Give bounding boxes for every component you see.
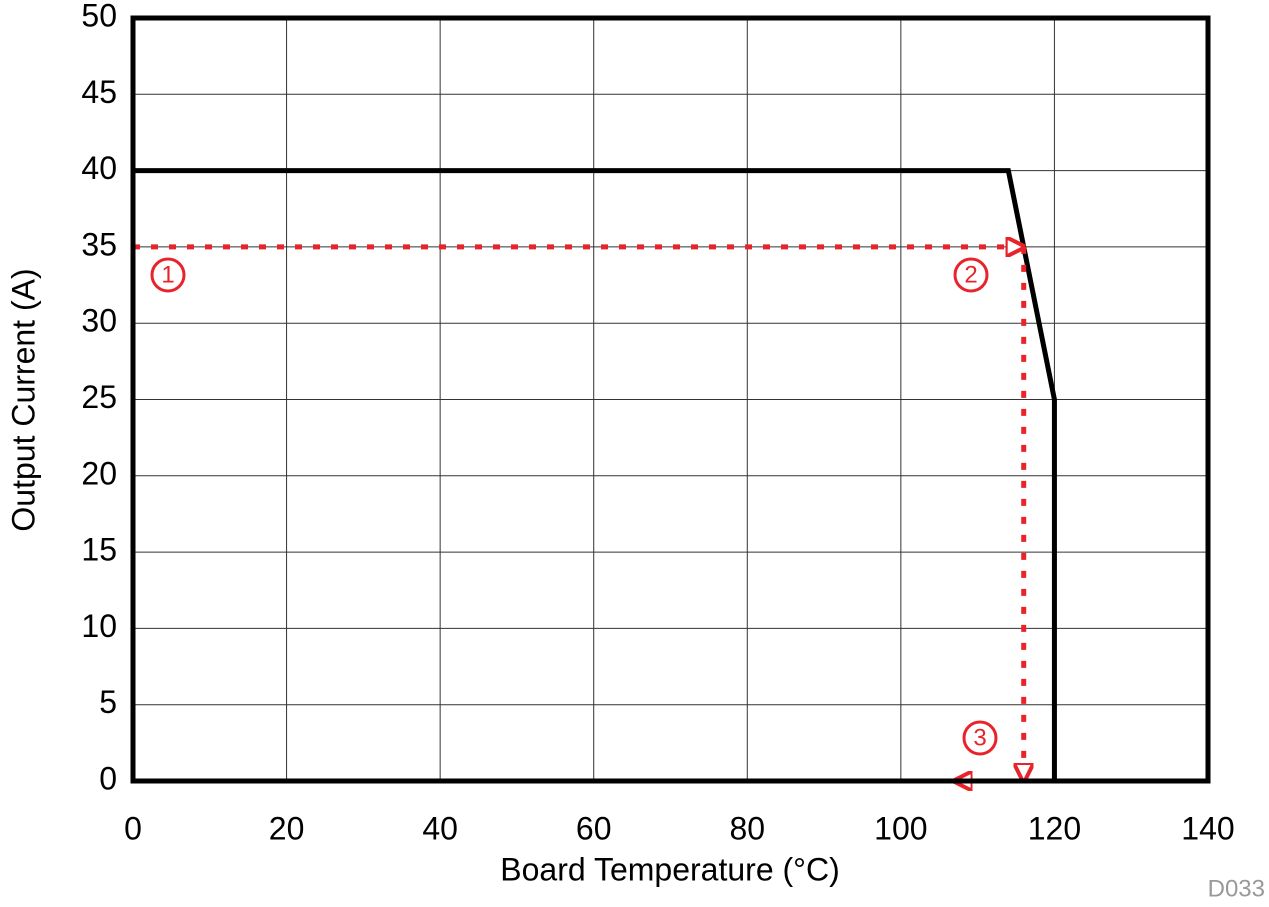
annotation-circle <box>150 257 186 293</box>
annotation-label: 1 <box>161 261 174 288</box>
x-tick-label: 100 <box>874 810 927 846</box>
y-axis-title: Output Current (A) <box>5 268 41 531</box>
y-tick-label: 25 <box>81 379 117 415</box>
y-tick-label: 35 <box>81 226 117 262</box>
x-tick-label: 0 <box>124 810 142 846</box>
y-tick-label: 50 <box>81 0 117 33</box>
y-tick-label: 10 <box>81 608 117 644</box>
x-axis-title: Board Temperature (°C) <box>500 851 839 887</box>
figure-id: D033 <box>1208 875 1265 902</box>
y-tick-label: 0 <box>99 760 117 796</box>
annotation-circle <box>953 257 989 293</box>
x-tick-label: 120 <box>1028 810 1081 846</box>
x-tick-label: 60 <box>576 810 612 846</box>
y-tick-label: 20 <box>81 455 117 491</box>
x-tick-label: 140 <box>1181 810 1234 846</box>
annotation-label: 2 <box>964 261 977 288</box>
annotation-label: 3 <box>973 724 986 751</box>
y-tick-label: 5 <box>99 684 117 720</box>
y-tick-label: 30 <box>81 303 117 339</box>
x-tick-label: 80 <box>729 810 765 846</box>
y-tick-label: 45 <box>81 74 117 110</box>
x-tick-label: 40 <box>422 810 458 846</box>
x-tick-label: 20 <box>269 810 305 846</box>
y-tick-label: 15 <box>81 532 117 568</box>
plot-frame <box>130 15 1211 784</box>
y-tick-label: 40 <box>81 150 117 186</box>
annotation-circle <box>962 720 998 756</box>
